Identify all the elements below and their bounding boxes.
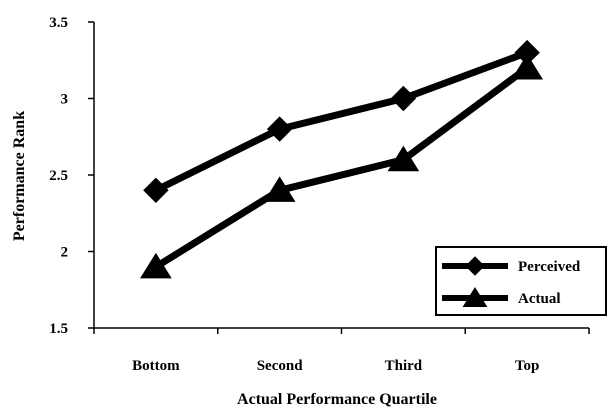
data-point-diamond xyxy=(266,116,293,142)
y-tick-label: 2 xyxy=(61,245,69,261)
legend-box xyxy=(435,246,607,316)
legend-triangle-icon xyxy=(462,287,488,307)
series-perceived xyxy=(143,39,540,204)
legend-item: Perceived xyxy=(442,256,581,276)
x-tick-label: Top xyxy=(515,358,539,374)
data-point-triangle xyxy=(511,53,543,80)
y-axis-title: Performance Rank xyxy=(11,111,28,241)
legend-item: Actual xyxy=(442,287,561,307)
y-tick-label: 1.5 xyxy=(49,321,68,337)
data-point-triangle xyxy=(387,145,420,172)
series-line xyxy=(154,49,529,194)
data-point-triangle xyxy=(140,252,172,279)
x-tick-label: Bottom xyxy=(132,358,180,374)
x-tick-label: Second xyxy=(257,358,304,374)
x-tick-label: Third xyxy=(385,358,423,374)
y-tick-label: 3 xyxy=(61,92,69,108)
legend: Perceived Actual xyxy=(435,246,607,316)
series-layer xyxy=(140,39,543,279)
y-tick-label: 3.5 xyxy=(49,15,68,31)
y-tick-label: 2.5 xyxy=(49,168,68,184)
x-axis-title: Actual Performance Quartile xyxy=(237,391,437,408)
legend-label: Actual xyxy=(518,291,561,307)
data-point-triangle xyxy=(263,176,296,202)
data-point-diamond xyxy=(390,85,417,112)
x-axis: Bottom Second Third Top xyxy=(93,327,590,374)
data-point-diamond xyxy=(143,177,169,204)
legend-items: Perceived Actual xyxy=(442,256,581,307)
series-line xyxy=(154,65,530,270)
legend-diamond-icon xyxy=(465,256,485,276)
legend-label: Perceived xyxy=(518,259,581,275)
y-axis: 1.5 2 2.5 3 3.5 xyxy=(49,15,95,337)
series-actual xyxy=(140,53,543,279)
